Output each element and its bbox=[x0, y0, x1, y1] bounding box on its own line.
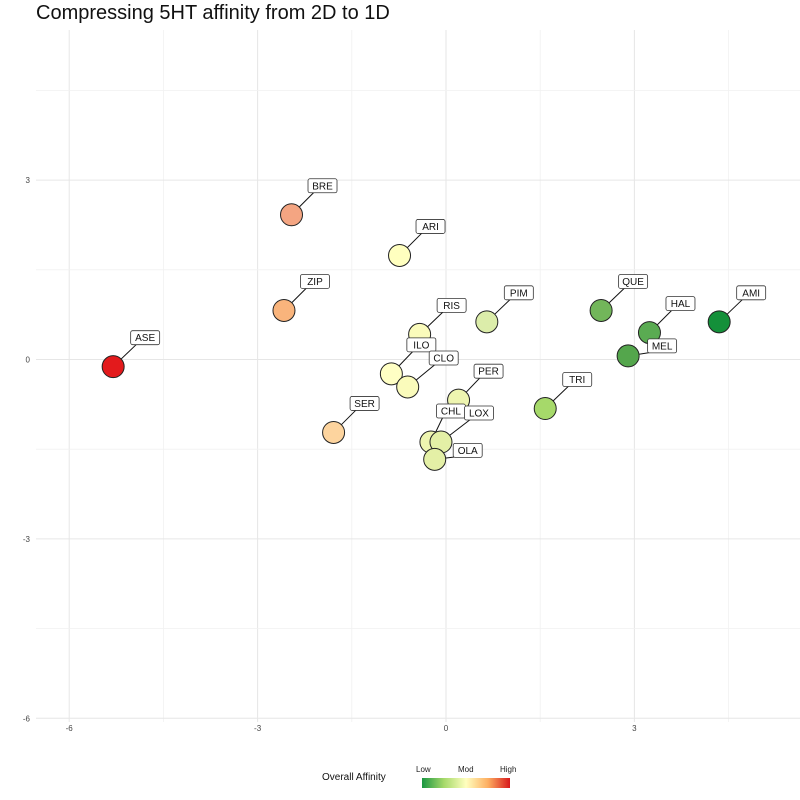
point-bre bbox=[280, 203, 304, 227]
legend-title: Overall Affinity bbox=[322, 772, 386, 783]
label-box bbox=[307, 178, 338, 194]
point-label-ser: SER bbox=[354, 399, 375, 410]
x-tick-label: -6 bbox=[66, 724, 74, 733]
chart-title: Compressing 5HT affinity from 2D to 1D bbox=[36, 2, 390, 24]
grid-lines bbox=[36, 30, 800, 722]
point-label-pim: PIM bbox=[510, 288, 528, 299]
point-label-hal: HAL bbox=[671, 299, 691, 310]
point-label-per: PER bbox=[478, 367, 499, 378]
point-pim bbox=[475, 310, 499, 334]
point-label-mel: MEL bbox=[652, 341, 673, 352]
point-ser bbox=[322, 420, 346, 444]
point-label-ris: RIS bbox=[443, 301, 460, 312]
label-box bbox=[464, 405, 494, 421]
point-clo bbox=[396, 375, 420, 399]
label-box bbox=[130, 330, 161, 346]
data-points: ASE BRE ZIP SER ARI RIS ILO CLO PER CHL LOX OLA PIM T… bbox=[101, 178, 767, 471]
color-legend: Overall Affinity Low Mod High bbox=[322, 764, 542, 794]
x-tick-label: -3 bbox=[254, 724, 262, 733]
y-tick-label: -3 bbox=[23, 535, 31, 544]
point-label-que: QUE bbox=[622, 277, 644, 288]
label-box bbox=[503, 285, 534, 301]
point-ilo bbox=[379, 362, 403, 386]
label-box bbox=[415, 219, 446, 234]
label-box bbox=[647, 338, 678, 354]
point-tri bbox=[533, 397, 557, 421]
point-label-ilo: ILO bbox=[413, 340, 429, 351]
legend-label-mod: Mod bbox=[458, 765, 474, 774]
point-ase bbox=[101, 355, 125, 379]
point-label-ase: ASE bbox=[135, 333, 155, 344]
axis-ticks: -6 -3 0 3 3 0 -3 -6 bbox=[23, 176, 637, 733]
point-mel bbox=[616, 344, 640, 368]
point-label-bre: BRE bbox=[312, 181, 333, 192]
point-label-ari: ARI bbox=[422, 222, 439, 233]
point-ola bbox=[423, 447, 447, 471]
point-label-tri: TRI bbox=[569, 375, 585, 386]
label-box bbox=[736, 285, 767, 301]
point-ari bbox=[388, 243, 412, 267]
point-label-ami: AMI bbox=[742, 288, 760, 299]
label-box bbox=[618, 274, 649, 289]
label-box bbox=[349, 396, 380, 411]
point-labels: ASE BRE ZIP SER ARI RIS ILO CLO PER CHL LOX OLA PIM T… bbox=[130, 178, 767, 458]
label-box bbox=[300, 274, 330, 289]
point-label-lox: LOX bbox=[469, 409, 489, 420]
scatter-plot: -6 -3 0 3 3 0 -3 -6 ASE BRE ZIP SER ARI RIS ILO CLO PER… bbox=[23, 30, 800, 733]
legend-label-low: Low bbox=[416, 765, 431, 774]
y-tick-label: 3 bbox=[26, 176, 31, 185]
label-box bbox=[473, 363, 504, 379]
point-ami bbox=[707, 310, 731, 334]
point-label-ola: OLA bbox=[458, 446, 478, 457]
point-markers bbox=[101, 203, 731, 471]
legend-label-high: High bbox=[500, 765, 517, 774]
point-que bbox=[589, 298, 613, 322]
y-tick-label: -6 bbox=[23, 714, 31, 723]
y-tick-label: 0 bbox=[26, 356, 31, 365]
point-label-clo: CLO bbox=[433, 354, 454, 365]
point-label-chl: CHL bbox=[441, 407, 461, 418]
x-tick-label: 3 bbox=[632, 724, 637, 733]
point-zip bbox=[272, 298, 296, 322]
point-label-zip: ZIP bbox=[307, 277, 323, 288]
label-box bbox=[428, 350, 459, 366]
label-box bbox=[562, 372, 593, 387]
label-box bbox=[436, 297, 467, 313]
x-tick-label: 0 bbox=[444, 724, 449, 733]
label-box bbox=[665, 296, 696, 311]
legend-color-bar bbox=[422, 778, 510, 788]
label-box bbox=[406, 337, 437, 353]
label-box bbox=[452, 442, 483, 458]
